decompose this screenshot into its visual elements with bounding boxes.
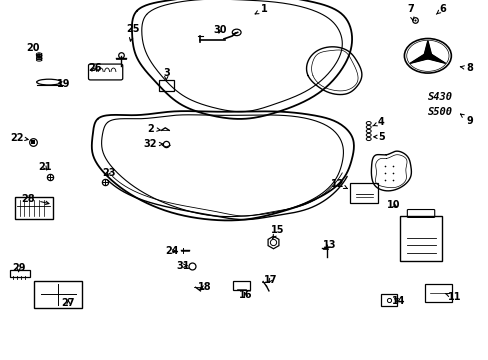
Text: 4: 4 [372,117,384,127]
Text: 24: 24 [165,246,179,256]
Polygon shape [409,53,429,63]
Text: S500: S500 [427,107,452,117]
Text: 28: 28 [21,194,49,204]
Text: 23: 23 [102,168,115,178]
Text: 25: 25 [126,24,140,41]
Text: 31: 31 [176,261,190,271]
Text: 17: 17 [263,275,277,285]
Text: 32: 32 [143,139,163,149]
Text: 6: 6 [435,4,445,14]
Text: 19: 19 [57,78,70,89]
Text: 27: 27 [61,298,75,308]
Text: 3: 3 [163,68,169,81]
Text: 18: 18 [197,282,211,292]
Text: 9: 9 [460,114,472,126]
Polygon shape [425,53,445,63]
Text: 1: 1 [255,4,267,14]
Text: 7: 7 [407,4,413,21]
Text: S430: S430 [427,92,452,102]
Text: 22: 22 [10,132,28,143]
Text: 21: 21 [38,162,52,172]
Text: 26: 26 [88,63,102,73]
Text: 10: 10 [386,200,400,210]
Text: 16: 16 [238,290,252,300]
Polygon shape [423,41,431,56]
Text: 20: 20 [26,42,40,58]
Text: 29: 29 [12,263,25,273]
Text: 14: 14 [391,296,405,306]
Text: 13: 13 [323,240,336,250]
Text: 30: 30 [213,24,226,35]
Text: 8: 8 [459,63,472,73]
Text: 15: 15 [270,225,284,238]
Text: 12: 12 [330,179,346,189]
Text: 2: 2 [147,123,160,134]
Text: 5: 5 [373,132,384,142]
Text: 11: 11 [444,292,461,302]
